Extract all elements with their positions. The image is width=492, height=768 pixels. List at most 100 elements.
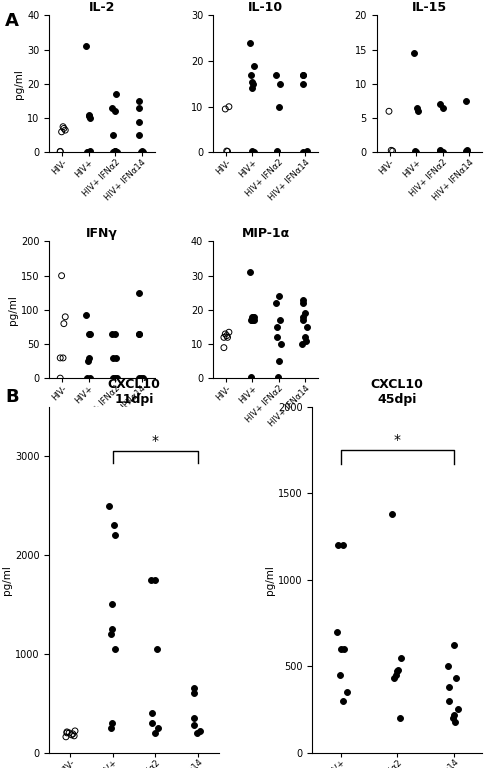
Point	[111, 328, 119, 340]
Point	[85, 108, 92, 121]
Point	[389, 145, 397, 157]
Point	[301, 331, 308, 343]
Point	[84, 355, 92, 367]
Point	[190, 682, 198, 694]
Point	[249, 314, 257, 326]
Point	[223, 329, 231, 342]
Point	[85, 352, 92, 364]
Point	[56, 146, 64, 158]
Point	[387, 144, 395, 157]
Y-axis label: pg/ml: pg/ml	[2, 564, 12, 594]
Point	[113, 372, 121, 384]
Title: IL-10: IL-10	[248, 2, 283, 14]
Point	[339, 539, 347, 551]
Point	[135, 101, 143, 114]
Point	[82, 309, 90, 321]
Point	[62, 730, 70, 743]
Point	[111, 372, 119, 384]
Point	[59, 352, 67, 364]
Point	[62, 124, 69, 136]
Point	[272, 297, 280, 310]
Point	[71, 725, 79, 737]
Point	[445, 680, 453, 693]
Point	[139, 146, 147, 158]
Title: IL-2: IL-2	[89, 2, 115, 14]
Point	[299, 314, 307, 326]
Point	[462, 145, 470, 157]
Point	[147, 574, 155, 586]
Point	[248, 314, 256, 326]
Point	[153, 643, 160, 655]
Point	[299, 293, 307, 306]
Point	[135, 328, 143, 340]
Point	[220, 331, 228, 343]
Point	[63, 726, 71, 738]
Point	[273, 331, 280, 343]
Point	[248, 145, 256, 157]
Point	[56, 145, 64, 157]
Point	[63, 727, 71, 739]
Point	[339, 694, 347, 707]
Point	[462, 95, 470, 108]
Point	[190, 719, 198, 731]
Point	[277, 338, 285, 350]
Point	[60, 317, 68, 329]
Point	[272, 68, 280, 81]
Point	[223, 331, 231, 343]
Point	[412, 146, 420, 158]
Point	[436, 145, 444, 157]
Point	[113, 146, 121, 158]
Point	[393, 665, 400, 677]
Point	[112, 352, 120, 364]
Point	[67, 729, 75, 741]
Point	[276, 78, 283, 90]
Point	[138, 145, 146, 157]
Point	[247, 314, 255, 326]
Point	[388, 508, 396, 520]
Point	[135, 95, 143, 108]
Point	[338, 643, 345, 655]
Point	[249, 146, 257, 158]
Point	[390, 672, 398, 684]
Point	[303, 321, 311, 333]
Point	[84, 372, 92, 384]
Point	[302, 335, 310, 347]
Point	[86, 372, 94, 384]
Point	[273, 321, 280, 333]
Point	[135, 372, 143, 384]
Point	[249, 311, 257, 323]
Y-axis label: pg/ml: pg/ml	[8, 295, 18, 325]
Text: B: B	[5, 388, 19, 406]
Point	[108, 101, 116, 114]
Point	[84, 146, 92, 158]
Point	[450, 639, 458, 651]
Point	[111, 145, 119, 157]
Point	[247, 371, 255, 383]
Point	[135, 115, 143, 127]
Point	[299, 146, 307, 158]
Point	[299, 311, 307, 323]
Point	[111, 529, 119, 541]
Point	[221, 328, 229, 340]
Title: CXCL10
45dpi: CXCL10 45dpi	[371, 378, 424, 406]
Point	[65, 727, 73, 739]
Y-axis label: pg/ml: pg/ml	[14, 69, 24, 99]
Point	[223, 145, 231, 157]
Point	[85, 328, 93, 340]
Point	[70, 730, 78, 742]
Point	[247, 68, 255, 81]
Point	[303, 145, 311, 157]
Point	[248, 75, 256, 88]
Point	[246, 266, 254, 279]
Point	[135, 129, 143, 141]
Point	[439, 146, 447, 158]
Point	[273, 146, 280, 158]
Point	[59, 121, 67, 133]
Point	[152, 727, 159, 739]
Point	[105, 499, 113, 511]
Point	[333, 625, 341, 637]
Point	[62, 311, 69, 323]
Point	[275, 290, 283, 303]
Y-axis label: pg/ml: pg/ml	[265, 564, 275, 594]
Point	[193, 727, 201, 739]
